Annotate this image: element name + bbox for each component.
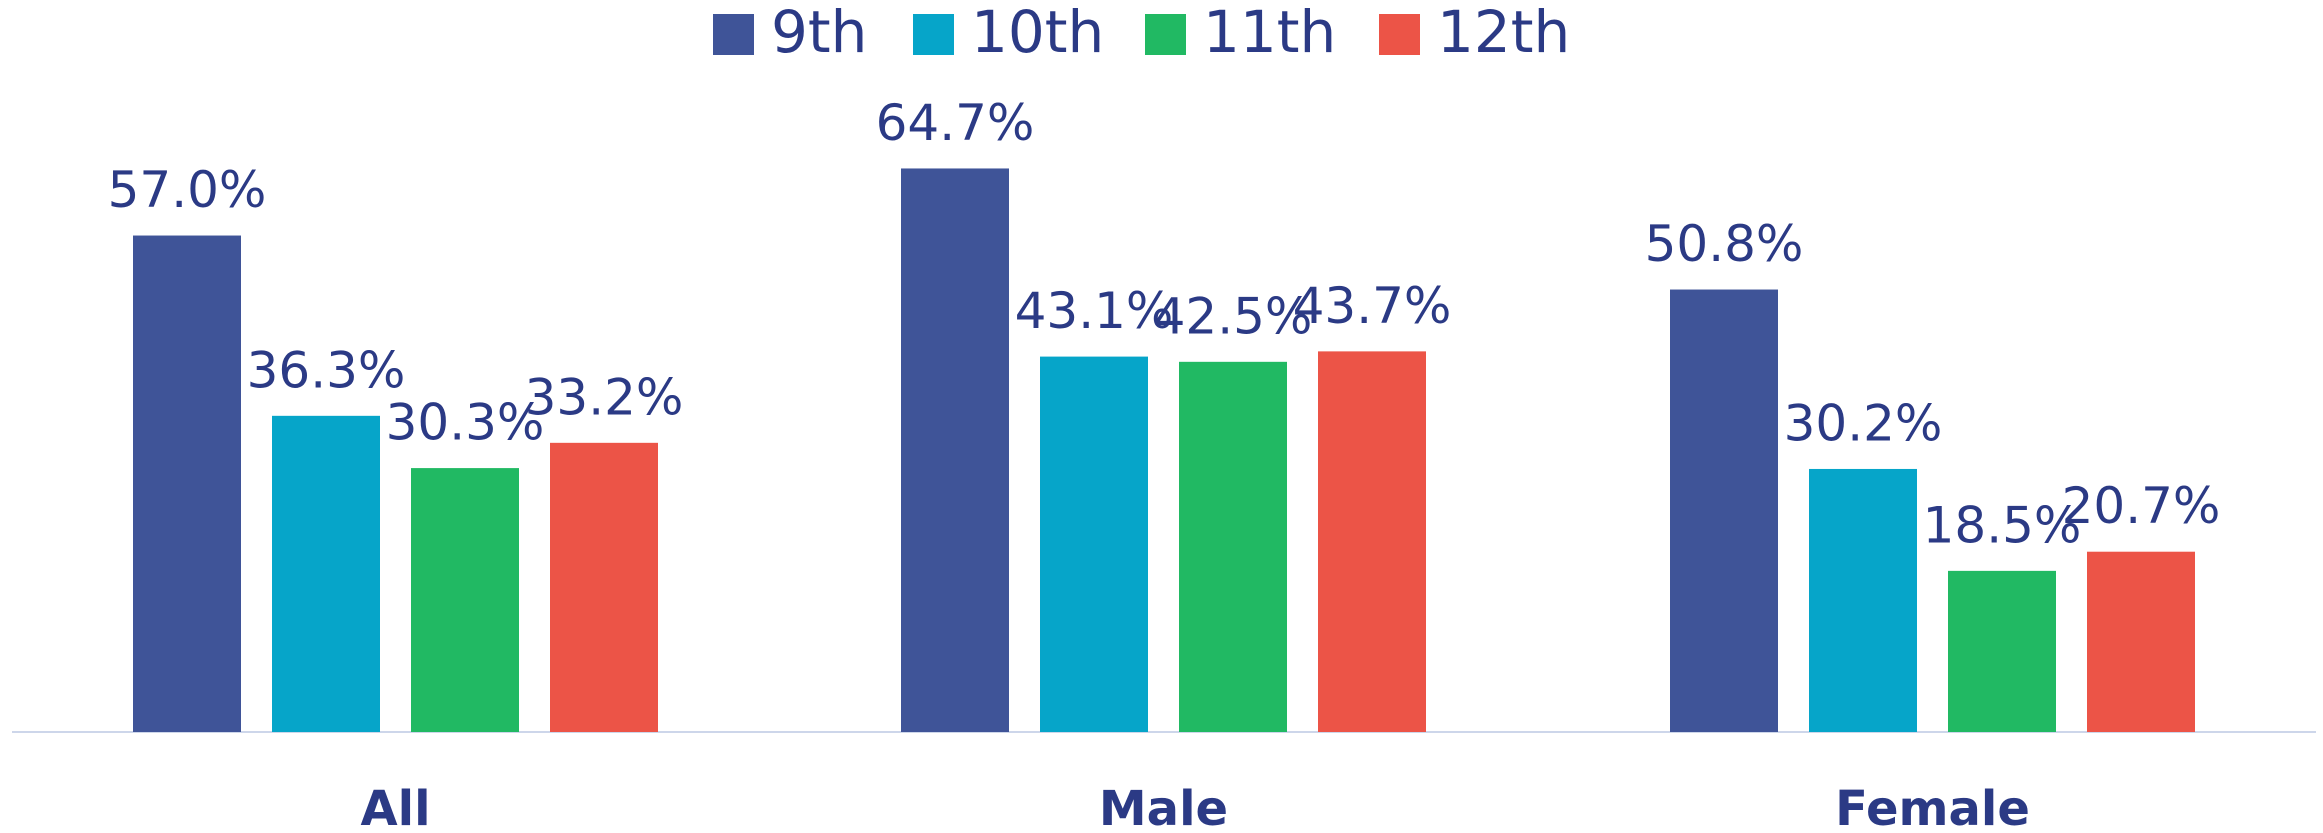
- bar: [411, 468, 519, 732]
- legend-swatch: [713, 14, 754, 55]
- bar: [901, 168, 1009, 732]
- bar: [1809, 468, 1917, 732]
- legend-swatch: [1379, 14, 1420, 55]
- value-label: 42.5%: [1154, 287, 1313, 345]
- legend-label: 11th: [1203, 0, 1336, 66]
- value-label: 57.0%: [108, 161, 267, 219]
- bar: [1040, 356, 1148, 732]
- value-label: 30.2%: [1784, 394, 1943, 452]
- legend-label: 12th: [1437, 0, 1570, 66]
- legend-label: 9th: [771, 0, 867, 66]
- bar: [2087, 551, 2195, 732]
- value-label: 36.3%: [247, 341, 406, 399]
- value-label: 30.3%: [386, 394, 545, 452]
- legend-swatch: [913, 14, 954, 55]
- bar: [1318, 351, 1426, 732]
- bar: [1948, 570, 2056, 732]
- value-label: 50.8%: [1645, 215, 1804, 273]
- bar: [1179, 361, 1287, 732]
- bar: [133, 235, 241, 732]
- bar: [272, 415, 380, 732]
- x-tick-label: Female: [1835, 781, 2030, 833]
- x-tick-label: All: [360, 781, 430, 833]
- value-label: 33.2%: [525, 368, 684, 426]
- value-label: 64.7%: [876, 94, 1035, 152]
- x-tick-label: Male: [1099, 781, 1228, 833]
- value-label: 43.1%: [1015, 282, 1174, 340]
- legend-label: 10th: [971, 0, 1104, 66]
- bar: [550, 442, 658, 732]
- value-label: 18.5%: [1923, 496, 2082, 554]
- value-label: 20.7%: [2062, 477, 2221, 535]
- value-label: 43.7%: [1293, 277, 1452, 335]
- bar: [1670, 289, 1778, 732]
- legend-swatch: [1145, 14, 1186, 55]
